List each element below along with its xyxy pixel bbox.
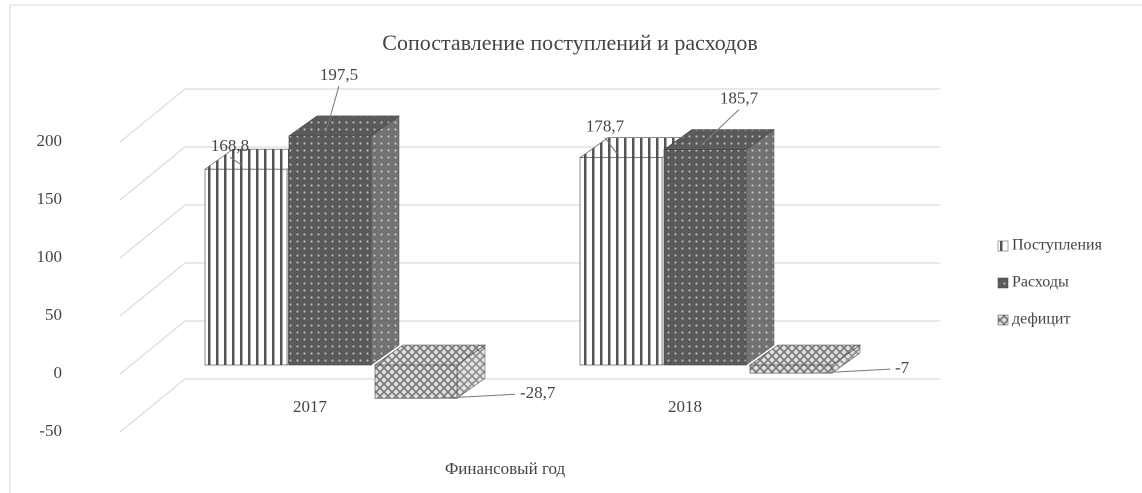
leader-line (604, 137, 618, 155)
grid-line (119, 378, 940, 433)
data-label: 185,7 (720, 88, 759, 107)
leader-line (440, 393, 516, 399)
y-tick-label: 150 (37, 189, 63, 208)
bar (288, 135, 372, 366)
bar (204, 168, 288, 366)
y-tick-label: 200 (37, 131, 63, 150)
bar (579, 157, 663, 366)
legend-swatch (997, 240, 1009, 252)
data-label: 178,7 (586, 117, 625, 136)
chart-title: Сопоставление поступлений и расходов (382, 30, 757, 55)
grid-line (119, 88, 940, 143)
leader-line (229, 156, 243, 166)
leader-line (325, 85, 340, 133)
leader-line (700, 109, 740, 146)
chart-border (9, 4, 1142, 493)
y-tick-label: -50 (39, 421, 62, 440)
legend-swatch (997, 277, 1009, 289)
y-tick-label: 50 (45, 305, 62, 324)
bar (663, 149, 747, 366)
legend-label: дефицит (1012, 311, 1070, 328)
y-tick-label: 100 (37, 247, 63, 266)
bar-side (370, 115, 400, 366)
legend-swatch (997, 314, 1009, 326)
data-label: -7 (895, 358, 910, 377)
bar (749, 364, 833, 374)
data-label: 168,8 (211, 136, 249, 155)
legend-label: Расходы (1012, 274, 1069, 291)
bar (374, 364, 458, 399)
legend-label: Поступления (1012, 237, 1103, 254)
x-tick-label: 2018 (668, 397, 702, 416)
x-tick-label: 2017 (293, 397, 328, 416)
data-label: 197,5 (320, 65, 358, 84)
data-label: -28,7 (520, 383, 556, 402)
bar-side (745, 129, 775, 366)
leader-line (815, 368, 891, 374)
x-axis-label: Финансовый год (445, 459, 566, 478)
y-tick-label: 0 (54, 363, 63, 382)
